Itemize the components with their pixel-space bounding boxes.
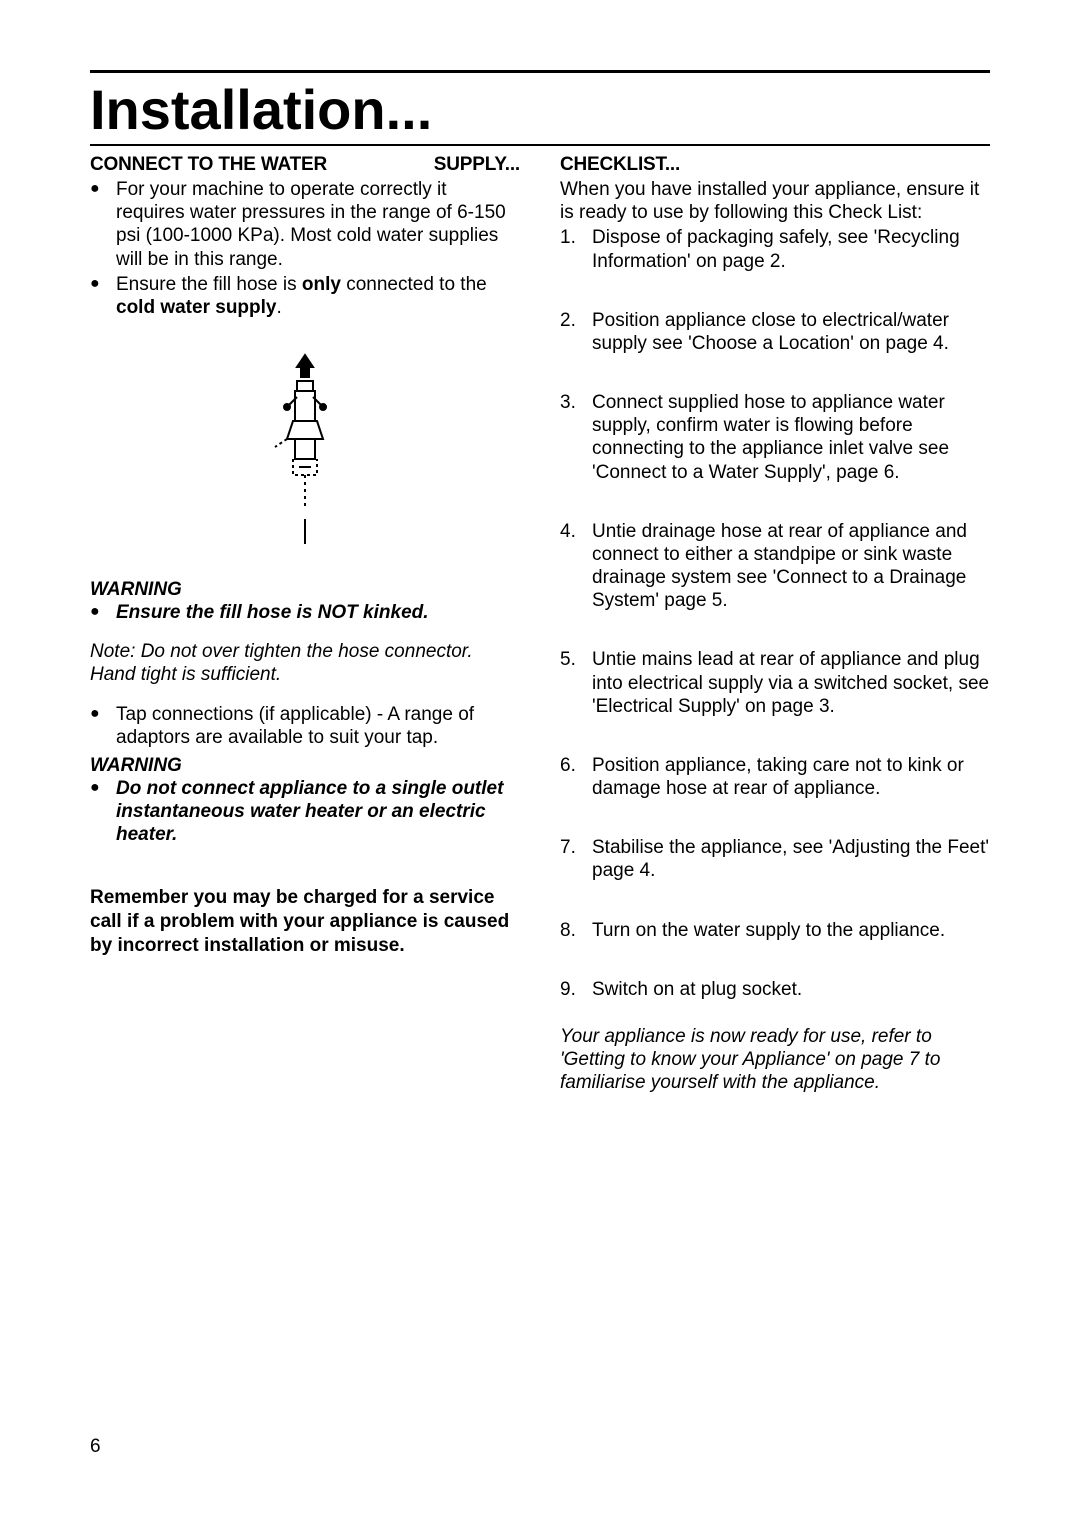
checklist-text: Connect supplied hose to appliance water…	[592, 392, 949, 483]
checklist-number: 5.	[560, 648, 576, 671]
checklist-item: 3. Connect supplied hose to appliance wat…	[560, 391, 990, 484]
water-supply-bullets: For your machine to operate correctly it…	[90, 178, 520, 319]
checklist-text: Dispose of packaging safely, see 'Recycl…	[592, 227, 960, 271]
warning-2-label: WARNING	[90, 755, 520, 777]
checklist-intro: When you have installed your appliance, …	[560, 178, 990, 224]
checklist-text: Switch on at plug socket.	[592, 979, 802, 1000]
checklist-closing: Your appliance is now ready for use, ref…	[560, 1025, 990, 1095]
checklist-text: Stabilise the appliance, see 'Adjusting …	[592, 837, 989, 881]
checklist-item: 6. Position appliance, taking care not to…	[560, 754, 990, 800]
page-number: 6	[90, 1436, 101, 1458]
warning-2-list: Do not connect appliance to a single out…	[90, 777, 520, 847]
water-bullet: For your machine to operate correctly it…	[90, 178, 520, 271]
checklist-text: Position appliance, taking care not to k…	[592, 755, 964, 799]
checklist-text: Position appliance close to electrical/w…	[592, 310, 949, 354]
warning-1-list: Ensure the fill hose is NOT kinked.	[90, 601, 520, 624]
right-column: CHECKLIST... When you have installed you…	[560, 148, 990, 1094]
checklist-text: Untie mains lead at rear of appliance an…	[592, 649, 989, 716]
checklist-number: 8.	[560, 919, 576, 942]
tap-diagram-wrap	[90, 349, 520, 549]
tap-connections-bullets: Tap connections (if applicable) - A rang…	[90, 703, 520, 749]
checklist-item: 7. Stabilise the appliance, see 'Adjustin…	[560, 836, 990, 882]
checklist-item: 8. Turn on the water supply to the applia…	[560, 919, 990, 942]
warning-2-item: Do not connect appliance to a single out…	[90, 777, 520, 847]
tap-bullet: Tap connections (if applicable) - A rang…	[90, 703, 520, 749]
warning-1-item: Ensure the fill hose is NOT kinked.	[90, 601, 520, 624]
hose-note: Note: Do not over tighten the hose conne…	[90, 640, 520, 686]
checklist-heading: CHECKLIST...	[560, 154, 990, 176]
checklist-item: 5. Untie mains lead at rear of appliance …	[560, 648, 990, 718]
service-call-warning: Remember you may be charged for a servic…	[90, 886, 520, 957]
checklist-number: 6.	[560, 754, 576, 777]
checklist-number: 1.	[560, 226, 576, 249]
heading-left: CONNECT TO THE WATER	[90, 154, 327, 176]
heading-right: SUPPLY...	[434, 154, 520, 176]
title-underline	[90, 144, 990, 146]
checklist-item: 1. Dispose of packaging safely, see 'Recy…	[560, 226, 990, 272]
water-bullet: Ensure the fill hose is only connected t…	[90, 273, 520, 319]
connect-water-heading: CONNECT TO THE WATER SUPPLY...	[90, 154, 520, 176]
page-title: Installation...	[90, 77, 990, 142]
checklist-number: 4.	[560, 520, 576, 543]
two-column-layout: CONNECT TO THE WATER SUPPLY... For your …	[90, 148, 990, 1094]
checklist-items: 1. Dispose of packaging safely, see 'Recy…	[560, 226, 990, 1001]
tap-diagram-icon	[245, 349, 365, 549]
checklist-number: 2.	[560, 309, 576, 332]
checklist-text: Untie drainage hose at rear of appliance…	[592, 521, 967, 612]
checklist-number: 7.	[560, 836, 576, 859]
warning-1-label: WARNING	[90, 579, 520, 601]
checklist-number: 3.	[560, 391, 576, 414]
checklist-item: 9. Switch on at plug socket.	[560, 978, 990, 1001]
top-rule	[90, 70, 990, 73]
left-column: CONNECT TO THE WATER SUPPLY... For your …	[90, 148, 520, 1094]
checklist-item: 2. Position appliance close to electrical…	[560, 309, 990, 355]
checklist-text: Turn on the water supply to the applianc…	[592, 920, 945, 941]
checklist-item: 4. Untie drainage hose at rear of applian…	[560, 520, 990, 613]
checklist-number: 9.	[560, 978, 576, 1001]
